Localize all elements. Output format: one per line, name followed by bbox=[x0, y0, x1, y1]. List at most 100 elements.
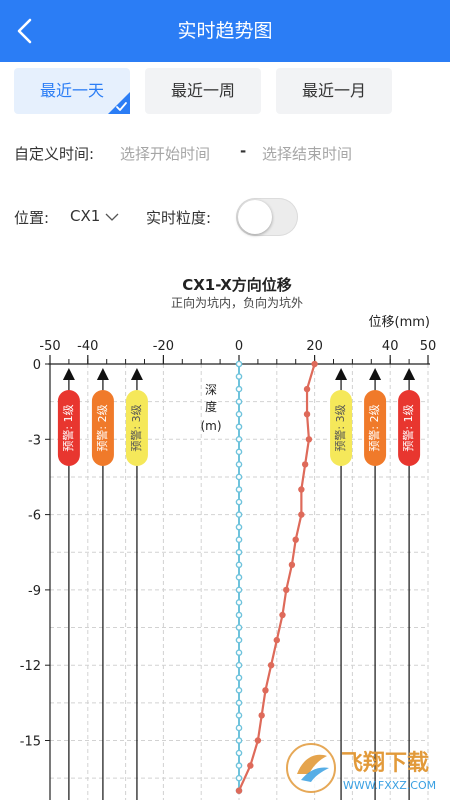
y-axis-label-unit: (m) bbox=[200, 419, 221, 433]
displacement-point bbox=[279, 611, 286, 619]
baseline-point bbox=[235, 661, 243, 669]
granularity-label: 实时粒度: bbox=[146, 209, 212, 227]
baseline-point bbox=[235, 649, 243, 656]
baseline-point bbox=[235, 699, 243, 707]
y-axis-label-char: 度 bbox=[205, 399, 217, 414]
warning-label: 预警: 1级 bbox=[61, 404, 75, 451]
granularity-toggle[interactable] bbox=[236, 198, 298, 236]
warning-arrow bbox=[403, 368, 416, 380]
baseline-point bbox=[235, 511, 243, 518]
baseline-point bbox=[235, 498, 243, 506]
displacement-point bbox=[288, 561, 296, 568]
warning-label: 预警: 1级 bbox=[401, 404, 415, 451]
baseline-point bbox=[235, 435, 243, 443]
baseline-point bbox=[235, 611, 243, 619]
baseline-point bbox=[235, 774, 243, 782]
start-time-field[interactable]: 选择开始时间 bbox=[120, 145, 211, 163]
baseline-point bbox=[235, 398, 243, 405]
y-tick-label: -15 bbox=[20, 735, 41, 750]
baseline-point bbox=[235, 561, 243, 569]
tab-last-day[interactable]: 最近一天 bbox=[14, 68, 130, 114]
baseline-point bbox=[235, 486, 243, 493]
warning-badge bbox=[57, 390, 80, 466]
baseline-point bbox=[235, 749, 243, 757]
position-value: CX1 bbox=[70, 207, 101, 225]
x-tick-label: 40 bbox=[382, 339, 399, 354]
warning-label: 预警: 2级 bbox=[95, 404, 109, 451]
displacement-series-line bbox=[237, 363, 316, 792]
warning-badge bbox=[91, 390, 114, 466]
displacement-point bbox=[301, 461, 309, 468]
baseline-point bbox=[235, 674, 243, 682]
warning-label: 预警: 3级 bbox=[333, 404, 347, 451]
warning-badge bbox=[330, 390, 353, 466]
warning-arrow bbox=[369, 368, 382, 380]
chevron-left-icon[interactable] bbox=[12, 15, 40, 47]
displacement-point bbox=[303, 411, 311, 418]
watermark-title: 飞翔下载 bbox=[341, 750, 429, 776]
baseline-point bbox=[235, 762, 243, 769]
time-separator: - bbox=[240, 142, 247, 160]
baseline-point bbox=[235, 724, 243, 732]
baseline-point bbox=[235, 586, 243, 594]
page-title: 实时趋势图 bbox=[177, 20, 273, 42]
baseline-point bbox=[235, 385, 243, 393]
x-tick-label: -20 bbox=[153, 339, 174, 354]
time-range-tabs: 最近一天 最近一周 最近一月 bbox=[14, 68, 436, 114]
baseline-point bbox=[235, 373, 243, 380]
chart-title: CX1-X方向位移 bbox=[182, 276, 292, 294]
displacement-point bbox=[303, 385, 311, 393]
watermark-url: WWW.FXXZ.COM bbox=[343, 779, 436, 792]
baseline-point bbox=[235, 423, 243, 431]
y-tick-label: -12 bbox=[20, 659, 41, 674]
baseline-point bbox=[235, 536, 243, 544]
displacement-point bbox=[292, 536, 299, 543]
baseline-point bbox=[235, 624, 243, 631]
baseline-point bbox=[235, 360, 243, 368]
displacement-point bbox=[298, 511, 305, 518]
tab-label: 最近一周 bbox=[170, 81, 235, 100]
baseline-point bbox=[235, 599, 243, 606]
x-tick-label: 0 bbox=[235, 339, 243, 354]
displacement-point bbox=[311, 360, 318, 368]
position-select[interactable]: CX1 bbox=[70, 207, 119, 225]
warning-label: 预警: 3级 bbox=[129, 404, 143, 451]
displacement-point bbox=[267, 662, 275, 669]
displacement-point bbox=[258, 712, 265, 719]
baseline-point bbox=[235, 548, 243, 556]
baseline-point bbox=[235, 636, 243, 644]
end-time-field[interactable]: 选择结束时间 bbox=[262, 145, 353, 163]
chevron-down-icon bbox=[105, 213, 119, 221]
warning-badge bbox=[364, 390, 387, 466]
toggle-knob bbox=[238, 200, 272, 234]
warning-badge bbox=[398, 390, 421, 466]
displacement-point bbox=[305, 436, 313, 443]
site-watermark-logo: 飞翔下载 WWW.FXXZ.COM bbox=[286, 743, 436, 793]
baseline-point bbox=[235, 686, 243, 694]
x-tick-label: 20 bbox=[306, 339, 323, 354]
baseline-point bbox=[235, 410, 243, 418]
tab-last-week[interactable]: 最近一周 bbox=[145, 68, 261, 114]
baseline-point bbox=[235, 737, 243, 744]
y-axis-label-char: 深 bbox=[205, 383, 217, 397]
displacement-point bbox=[235, 787, 243, 794]
custom-time-row: 自定义时间: bbox=[14, 143, 94, 164]
baseline-point bbox=[235, 712, 243, 719]
y-tick-label: -9 bbox=[28, 584, 41, 599]
baseline-point bbox=[235, 461, 243, 468]
check-icon bbox=[108, 92, 130, 114]
warning-arrow bbox=[62, 368, 75, 380]
displacement-point bbox=[247, 762, 254, 769]
baseline-point bbox=[235, 574, 243, 581]
x-axis-label: 位移(mm) bbox=[369, 315, 430, 330]
displacement-point bbox=[283, 586, 290, 594]
y-tick-label: 0 bbox=[33, 358, 41, 373]
displacement-point bbox=[273, 636, 280, 644]
warning-arrow bbox=[335, 368, 348, 380]
x-tick-label: -50 bbox=[39, 339, 60, 354]
tab-last-month[interactable]: 最近一月 bbox=[276, 68, 392, 114]
custom-time-label: 自定义时间: bbox=[14, 145, 95, 163]
x-tick-label: 50 bbox=[420, 339, 437, 354]
warning-arrow bbox=[130, 368, 143, 380]
